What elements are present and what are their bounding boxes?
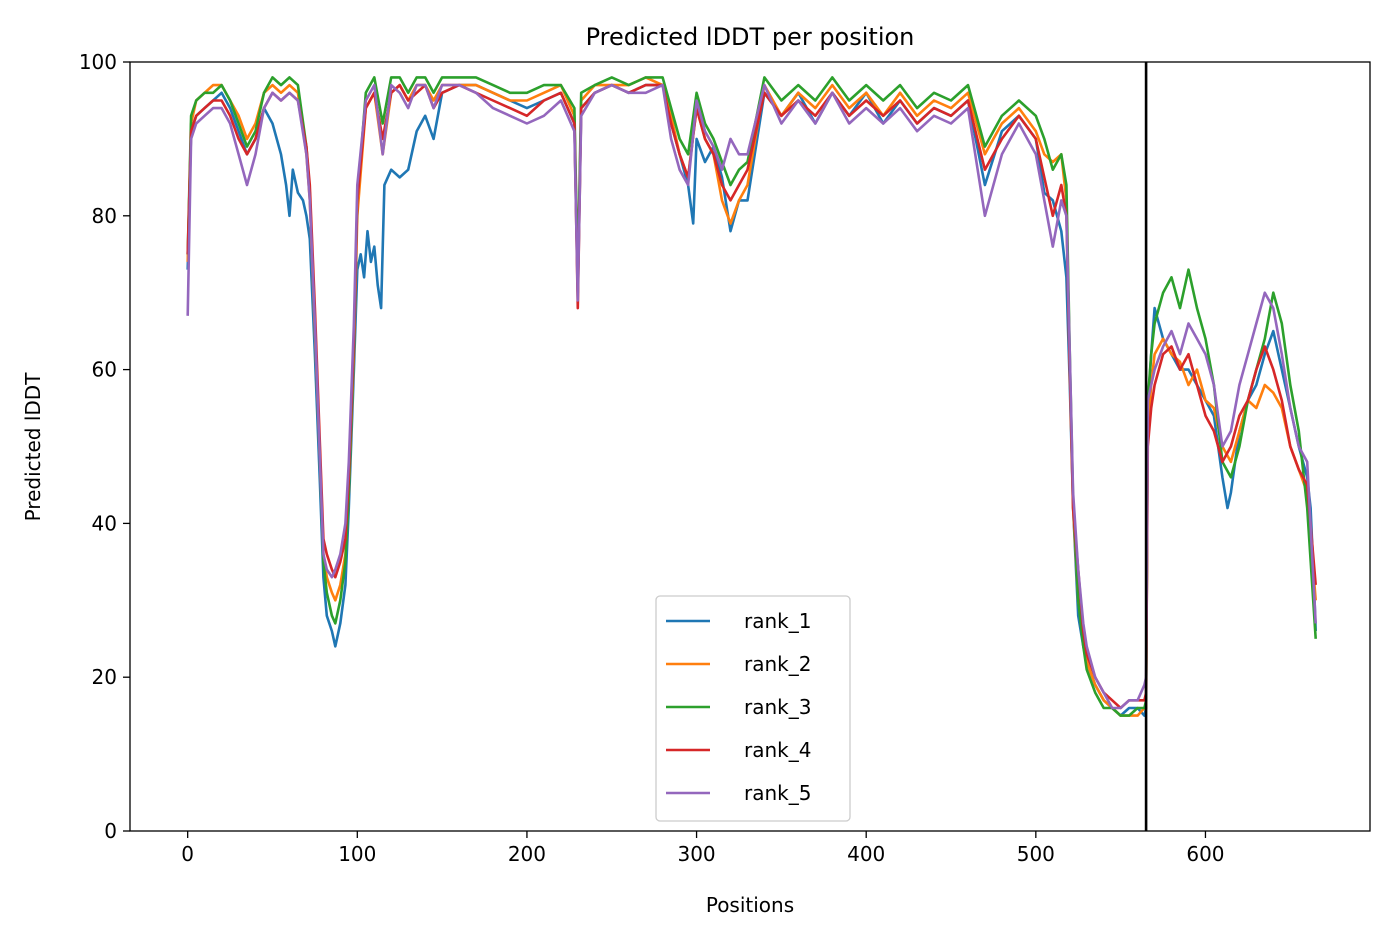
series-line-5 [186,83,1317,710]
legend-box [655,595,851,822]
x-tick-label: 0 [181,842,194,866]
y-tick-label: 100 [79,50,117,74]
y-tick-label: 80 [92,204,117,228]
legend: rank_1 rank_2 rank_3 rank_4 rank_5 [655,595,851,822]
y-tick-label: 60 [92,358,117,382]
legend-label: rank_2 [744,652,811,676]
x-axis: 0 100 200 300 400 500 600 [181,831,1225,866]
y-tick-label: 20 [92,665,117,689]
plot-frame [129,61,1371,832]
plot-lines [186,76,1317,717]
y-tick-label: 0 [104,819,117,843]
x-axis-label: Positions [706,893,794,917]
x-tick-label: 400 [847,842,885,866]
x-tick-label: 100 [338,842,376,866]
y-axis-label: Predicted lDDT [21,372,45,522]
legend-label: rank_4 [744,738,811,762]
x-tick-label: 500 [1017,842,1055,866]
series-line-4 [186,83,1317,710]
series-line-3 [186,76,1317,717]
x-tick-label: 300 [677,842,715,866]
chart-title: Predicted lDDT per position [586,23,915,51]
x-tick-label: 600 [1186,842,1224,866]
legend-label: rank_3 [744,695,811,719]
x-tick-label: 200 [508,842,546,866]
y-tick-label: 40 [92,511,117,535]
legend-label: rank_5 [744,781,811,805]
legend-label: rank_1 [744,609,811,633]
y-axis: 0 20 40 60 80 100 [79,50,130,843]
